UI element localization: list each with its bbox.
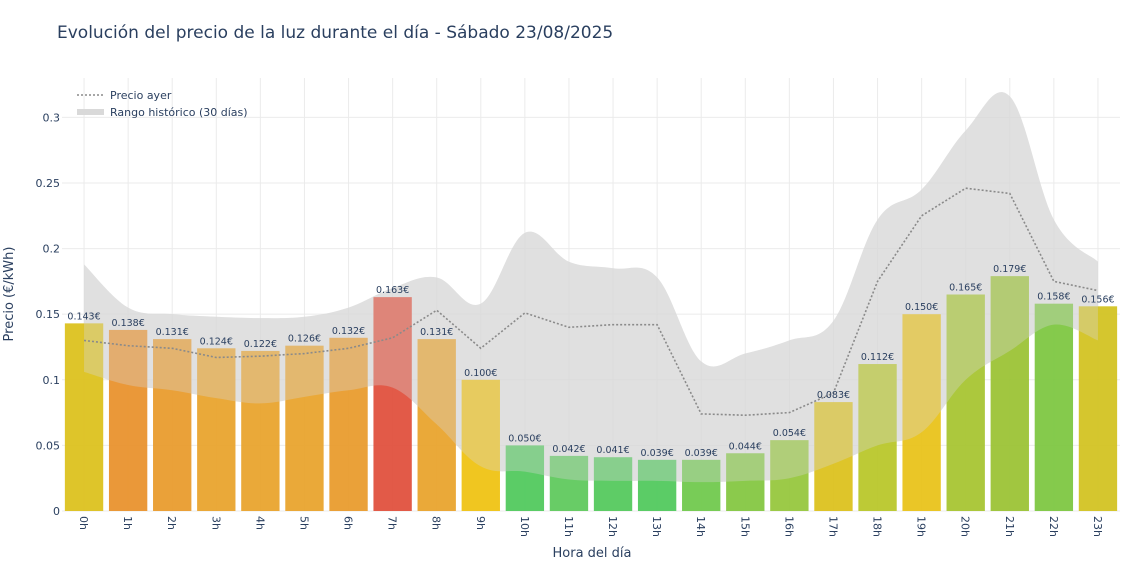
bar-12h	[593, 457, 633, 511]
x-tick-label: 2h	[165, 516, 178, 530]
data-label-17h: 0.083€	[817, 390, 850, 401]
bar-19h	[902, 314, 941, 511]
y-tick-label: 0	[53, 505, 60, 518]
data-label-14h: 0.039€	[685, 448, 718, 459]
data-label-3h: 0.124€	[200, 336, 233, 347]
data-label-19h: 0.150€	[905, 302, 938, 313]
bar-3h	[197, 348, 236, 511]
x-tick-label: 13h	[650, 516, 663, 537]
y-tick-label: 0.1	[43, 374, 61, 387]
bar-1h	[108, 329, 148, 511]
data-label-12h: 0.041€	[596, 445, 629, 456]
x-tick-label: 7h	[386, 516, 399, 530]
legend-entry-range: Rango histórico (30 días)	[110, 106, 248, 119]
data-label-16h: 0.054€	[773, 428, 806, 439]
y-tick-label: 0.2	[43, 243, 61, 256]
bar-8h	[417, 339, 456, 511]
bar-16h	[770, 440, 809, 511]
data-label-0h: 0.143€	[67, 311, 100, 322]
bar-4h	[241, 350, 280, 511]
historical-range-overlay	[84, 92, 1098, 483]
bar-21h	[990, 276, 1029, 511]
bar-10h	[505, 445, 545, 511]
x-tick-label: 6h	[342, 516, 355, 530]
bar-17h	[814, 402, 853, 511]
data-label-22h: 0.158€	[1037, 292, 1070, 303]
bar-11h	[549, 455, 589, 511]
x-tick-label: 18h	[871, 516, 884, 537]
bar-20h	[946, 294, 985, 511]
bar-9h	[461, 379, 500, 511]
bar-6h	[329, 337, 368, 511]
data-label-8h: 0.131€	[420, 327, 453, 338]
x-tick-label: 0h	[77, 516, 90, 530]
axes: 0 0.05 0.1 0.15 0.2 0.25 0.3 0h 1h 2h 3h 4h 5h 6h 7h 8h…	[36, 111, 1104, 537]
x-tick-label: 20h	[959, 516, 972, 537]
x-tick-label: 5h	[297, 516, 310, 530]
data-label-10h: 0.050€	[508, 433, 541, 444]
y-axis-title: Precio (€/kWh)	[2, 247, 17, 342]
x-tick-label: 14h	[694, 516, 707, 537]
data-label-1h: 0.138€	[112, 318, 145, 329]
x-tick-label: 17h	[826, 516, 839, 537]
x-tick-label: 9h	[474, 516, 487, 530]
data-label-23h: 0.156€	[1081, 294, 1114, 305]
data-label-9h: 0.100€	[464, 368, 497, 379]
bar-0h	[64, 323, 104, 511]
data-label-4h: 0.122€	[244, 339, 277, 350]
bar-5h	[285, 345, 324, 511]
bar-18h	[858, 364, 897, 511]
data-label-15h: 0.044€	[729, 441, 762, 452]
x-tick-label: 15h	[738, 516, 751, 537]
bar-13h	[637, 459, 677, 511]
bar-22h	[1034, 303, 1074, 511]
x-tick-label: 22h	[1047, 516, 1060, 537]
data-label-11h: 0.042€	[552, 444, 585, 455]
bar-2h	[153, 339, 192, 511]
x-axis-title: Hora del día	[553, 546, 632, 561]
x-tick-label: 19h	[915, 516, 928, 537]
x-tick-label: 10h	[518, 516, 531, 537]
x-tick-label: 3h	[209, 516, 222, 530]
x-tick-label: 23h	[1091, 516, 1104, 537]
data-label-13h: 0.039€	[641, 448, 674, 459]
x-tick-label: 8h	[430, 516, 443, 530]
bar-14h	[682, 459, 721, 511]
y-tick-label: 0.05	[36, 439, 61, 452]
bar-15h	[726, 453, 765, 511]
x-tick-label: 11h	[562, 516, 575, 537]
data-label-6h: 0.132€	[332, 326, 365, 337]
y-tick-label: 0.15	[36, 308, 61, 321]
x-tick-label: 4h	[253, 516, 266, 530]
bars	[64, 276, 1118, 511]
legend: Precio ayer Rango histórico (30 días)	[77, 89, 248, 119]
x-tick-label: 1h	[121, 516, 134, 530]
data-label-21h: 0.179€	[993, 264, 1026, 275]
data-label-7h: 0.163€	[376, 285, 409, 296]
data-label-20h: 0.165€	[949, 283, 982, 294]
x-tick-label: 16h	[782, 516, 795, 537]
bar-23h	[1078, 306, 1118, 511]
x-tick-label: 21h	[1003, 516, 1016, 537]
yesterday-price-line	[83, 187, 1099, 417]
legend-entry-yesterday: Precio ayer	[110, 89, 172, 102]
y-tick-label: 0.25	[36, 177, 61, 190]
y-tick-label: 0.3	[43, 111, 61, 124]
chart-title: Evolución del precio de la luz durante e…	[57, 23, 613, 43]
bar-7h	[373, 297, 412, 511]
data-label-2h: 0.131€	[156, 327, 189, 338]
data-label-18h: 0.112€	[861, 352, 894, 363]
bar-labels: 0.143€ 0.138€ 0.131€ 0.124€ 0.122€ 0.126€ 0.13…	[67, 264, 1114, 459]
data-label-5h: 0.126€	[288, 334, 321, 345]
yesterday-line	[83, 92, 1099, 483]
x-tick-label: 12h	[606, 516, 619, 537]
